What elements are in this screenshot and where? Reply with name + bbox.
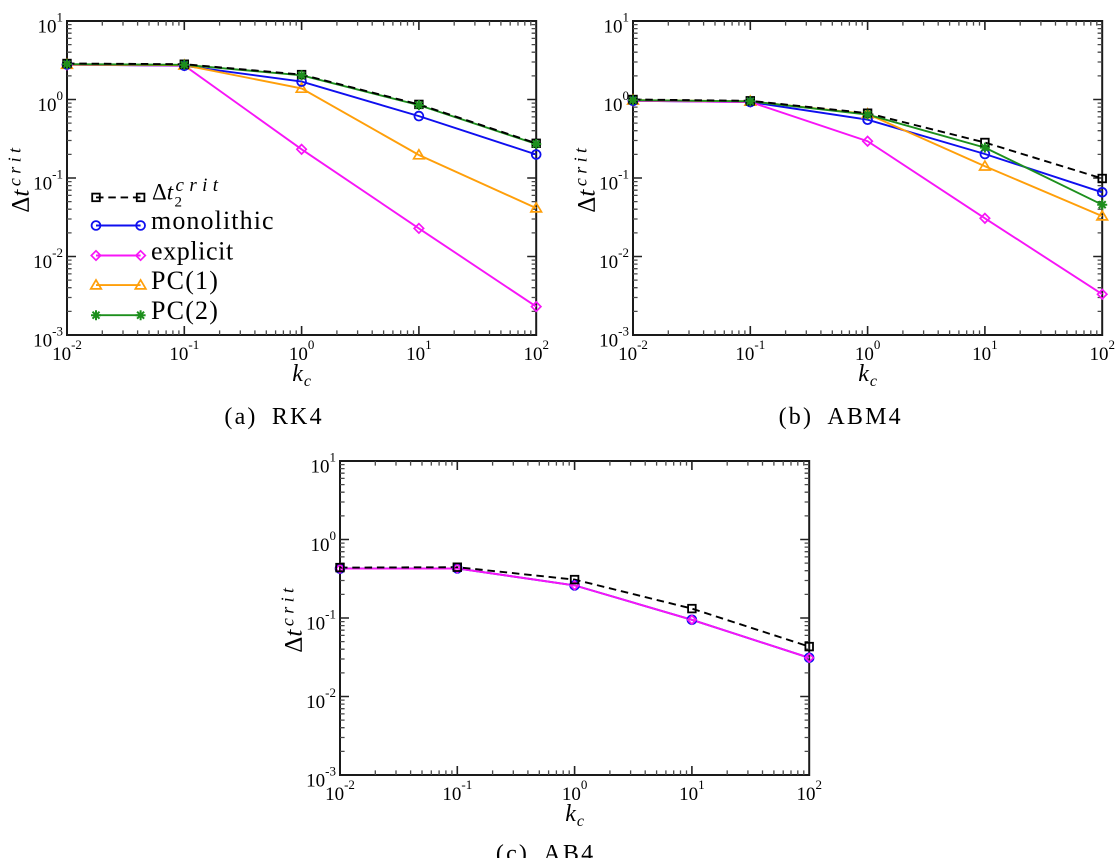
svg-text:monolithic: monolithic [151, 206, 275, 235]
svg-text:explicit: explicit [151, 236, 234, 265]
svg-text:Δt: Δt [152, 180, 174, 205]
svg-text:2: 2 [175, 195, 183, 211]
svg-text:(c) AB4: (c) AB4 [496, 841, 595, 858]
svg-text:(b) ABM4: (b) ABM4 [779, 404, 903, 430]
svg-text:PC(1): PC(1) [151, 266, 219, 295]
svg-text:crit: crit [176, 175, 224, 196]
svg-text:(a) RK4: (a) RK4 [224, 404, 323, 430]
svg-text:PC(2): PC(2) [151, 296, 219, 325]
